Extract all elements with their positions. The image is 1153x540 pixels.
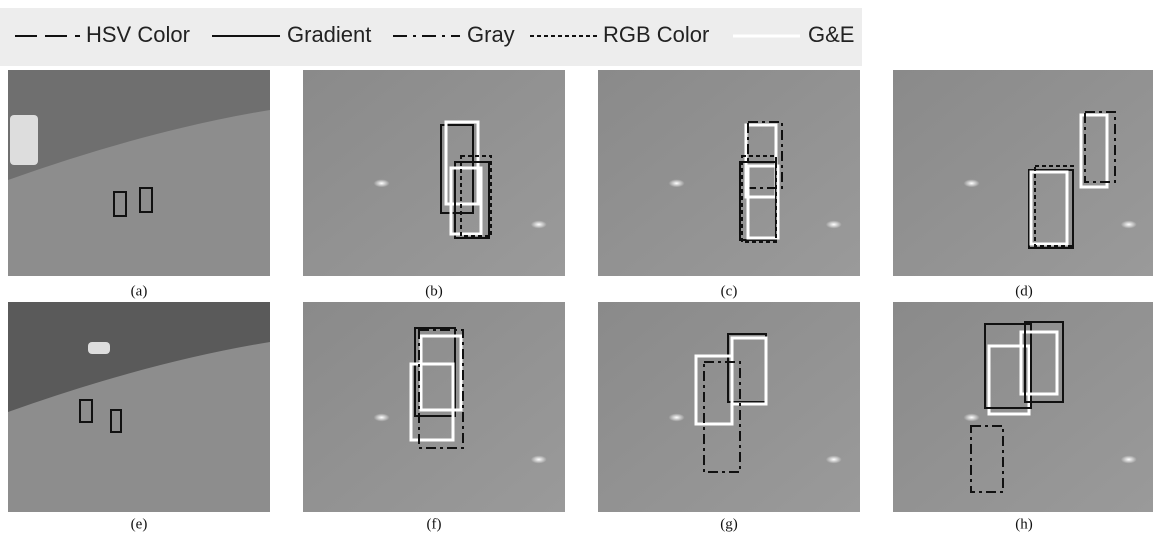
panel: (c)	[598, 70, 860, 299]
light-spot	[826, 221, 842, 229]
legend-label: RGB Color	[603, 22, 709, 47]
panel: (h)	[893, 302, 1153, 532]
panel-image	[303, 302, 565, 512]
panel-image	[303, 70, 565, 276]
legend-label: G&E	[808, 22, 854, 47]
panel-caption: (h)	[1015, 516, 1033, 532]
panel-caption: (d)	[1015, 283, 1033, 299]
image-object	[10, 115, 38, 165]
panel-caption: (a)	[131, 283, 148, 299]
light-spot	[1121, 456, 1137, 464]
panel: (f)	[303, 302, 565, 532]
figure: HSV Color Gradient Gray RGB Color G&E (a…	[0, 0, 1153, 540]
light-spot	[669, 414, 685, 422]
light-spot	[826, 456, 842, 464]
light-spot	[1121, 221, 1137, 229]
panel-caption: (b)	[425, 283, 443, 299]
panel: (d)	[893, 70, 1153, 299]
panel-caption: (g)	[720, 516, 738, 532]
legend-label: Gradient	[287, 22, 371, 47]
panel: (a)	[8, 70, 270, 299]
image-object	[88, 342, 110, 354]
panel-image	[598, 70, 860, 276]
panel: (e)	[8, 302, 270, 532]
legend-label: Gray	[467, 22, 515, 47]
legend-label: HSV Color	[86, 22, 190, 47]
legend: HSV Color Gradient Gray RGB Color G&E	[0, 8, 862, 66]
panel-caption: (f)	[427, 516, 442, 532]
light-spot	[964, 414, 980, 422]
light-spot	[374, 414, 390, 422]
light-spot	[669, 179, 685, 187]
panel: (g)	[598, 302, 860, 532]
panel: (b)	[303, 70, 565, 299]
light-spot	[531, 221, 547, 229]
panels: (a) (b) (c) (d) (e) (f) (g) (h)	[8, 70, 1153, 532]
light-spot	[531, 456, 547, 464]
light-spot	[964, 179, 980, 187]
light-spot	[374, 179, 390, 187]
panel-caption: (e)	[131, 516, 148, 532]
panel-caption: (c)	[721, 283, 738, 299]
